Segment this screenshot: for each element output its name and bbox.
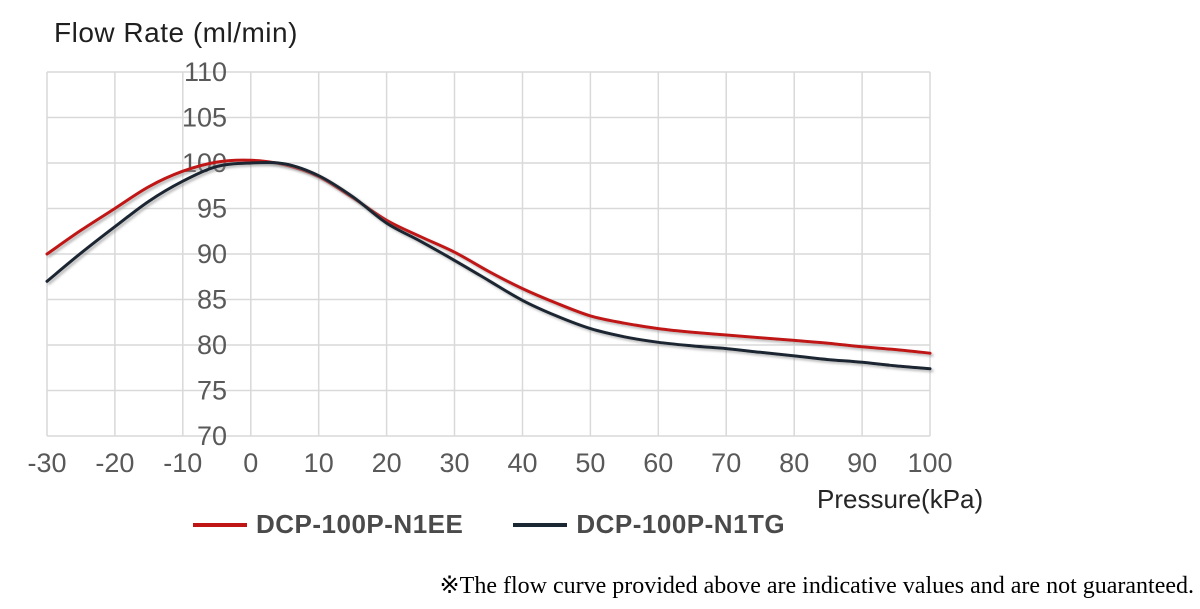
x-tick-labels: -30 -20 -10 0 10 20 30 40 50 60 70 80 90 100 xyxy=(27,448,952,478)
x-tick-label: -10 xyxy=(163,448,202,478)
chart-legend: DCP-100P-N1EE DCP-100P-N1TG xyxy=(193,509,785,540)
y-axis-title: Flow Rate (ml/min) xyxy=(54,17,298,48)
y-tick-label: 90 xyxy=(197,239,227,269)
x-tick-label: 100 xyxy=(907,448,952,478)
x-tick-label: 50 xyxy=(575,448,605,478)
x-tick-label: 30 xyxy=(439,448,469,478)
legend-label-n1tg: DCP-100P-N1TG xyxy=(576,509,786,539)
y-tick-label: 75 xyxy=(197,376,227,406)
legend-line-swatch-n1tg xyxy=(513,522,568,527)
y-tick-label: 95 xyxy=(197,194,227,224)
footnote-disclaimer: ※The flow curve provided above are indic… xyxy=(439,573,1194,599)
x-tick-label: 20 xyxy=(372,448,402,478)
legend-item-n1ee: DCP-100P-N1EE xyxy=(193,509,463,540)
gridlines xyxy=(46,71,931,437)
x-tick-label: 60 xyxy=(643,448,673,478)
y-tick-label: 110 xyxy=(184,57,227,87)
x-tick-label: -20 xyxy=(95,448,134,478)
y-tick-label: 105 xyxy=(182,103,227,133)
x-tick-label: 90 xyxy=(847,448,877,478)
x-tick-label: 40 xyxy=(507,448,537,478)
x-tick-label: 80 xyxy=(779,448,809,478)
x-tick-label: 0 xyxy=(243,448,258,478)
x-tick-label: 10 xyxy=(304,448,334,478)
y-tick-label: 80 xyxy=(197,330,227,360)
legend-item-n1tg: DCP-100P-N1TG xyxy=(513,509,785,540)
y-tick-label: 85 xyxy=(197,285,227,315)
flow-rate-pressure-chart: 70 75 80 85 90 95 100 105 110 -30 -20 -10 0 10 20 30 40 5… xyxy=(27,57,952,478)
legend-line-swatch-n1ee xyxy=(193,522,247,527)
x-axis-title: Pressure(kPa) xyxy=(817,484,984,514)
y-tick-label: 70 xyxy=(197,421,227,451)
x-tick-label: 70 xyxy=(711,448,741,478)
series-line-dcp-100p-n1tg xyxy=(45,160,932,371)
x-tick-label: -30 xyxy=(27,448,66,478)
legend-label-n1ee: DCP-100P-N1EE xyxy=(256,509,464,539)
series-line-dcp-100p-n1ee xyxy=(45,158,932,355)
